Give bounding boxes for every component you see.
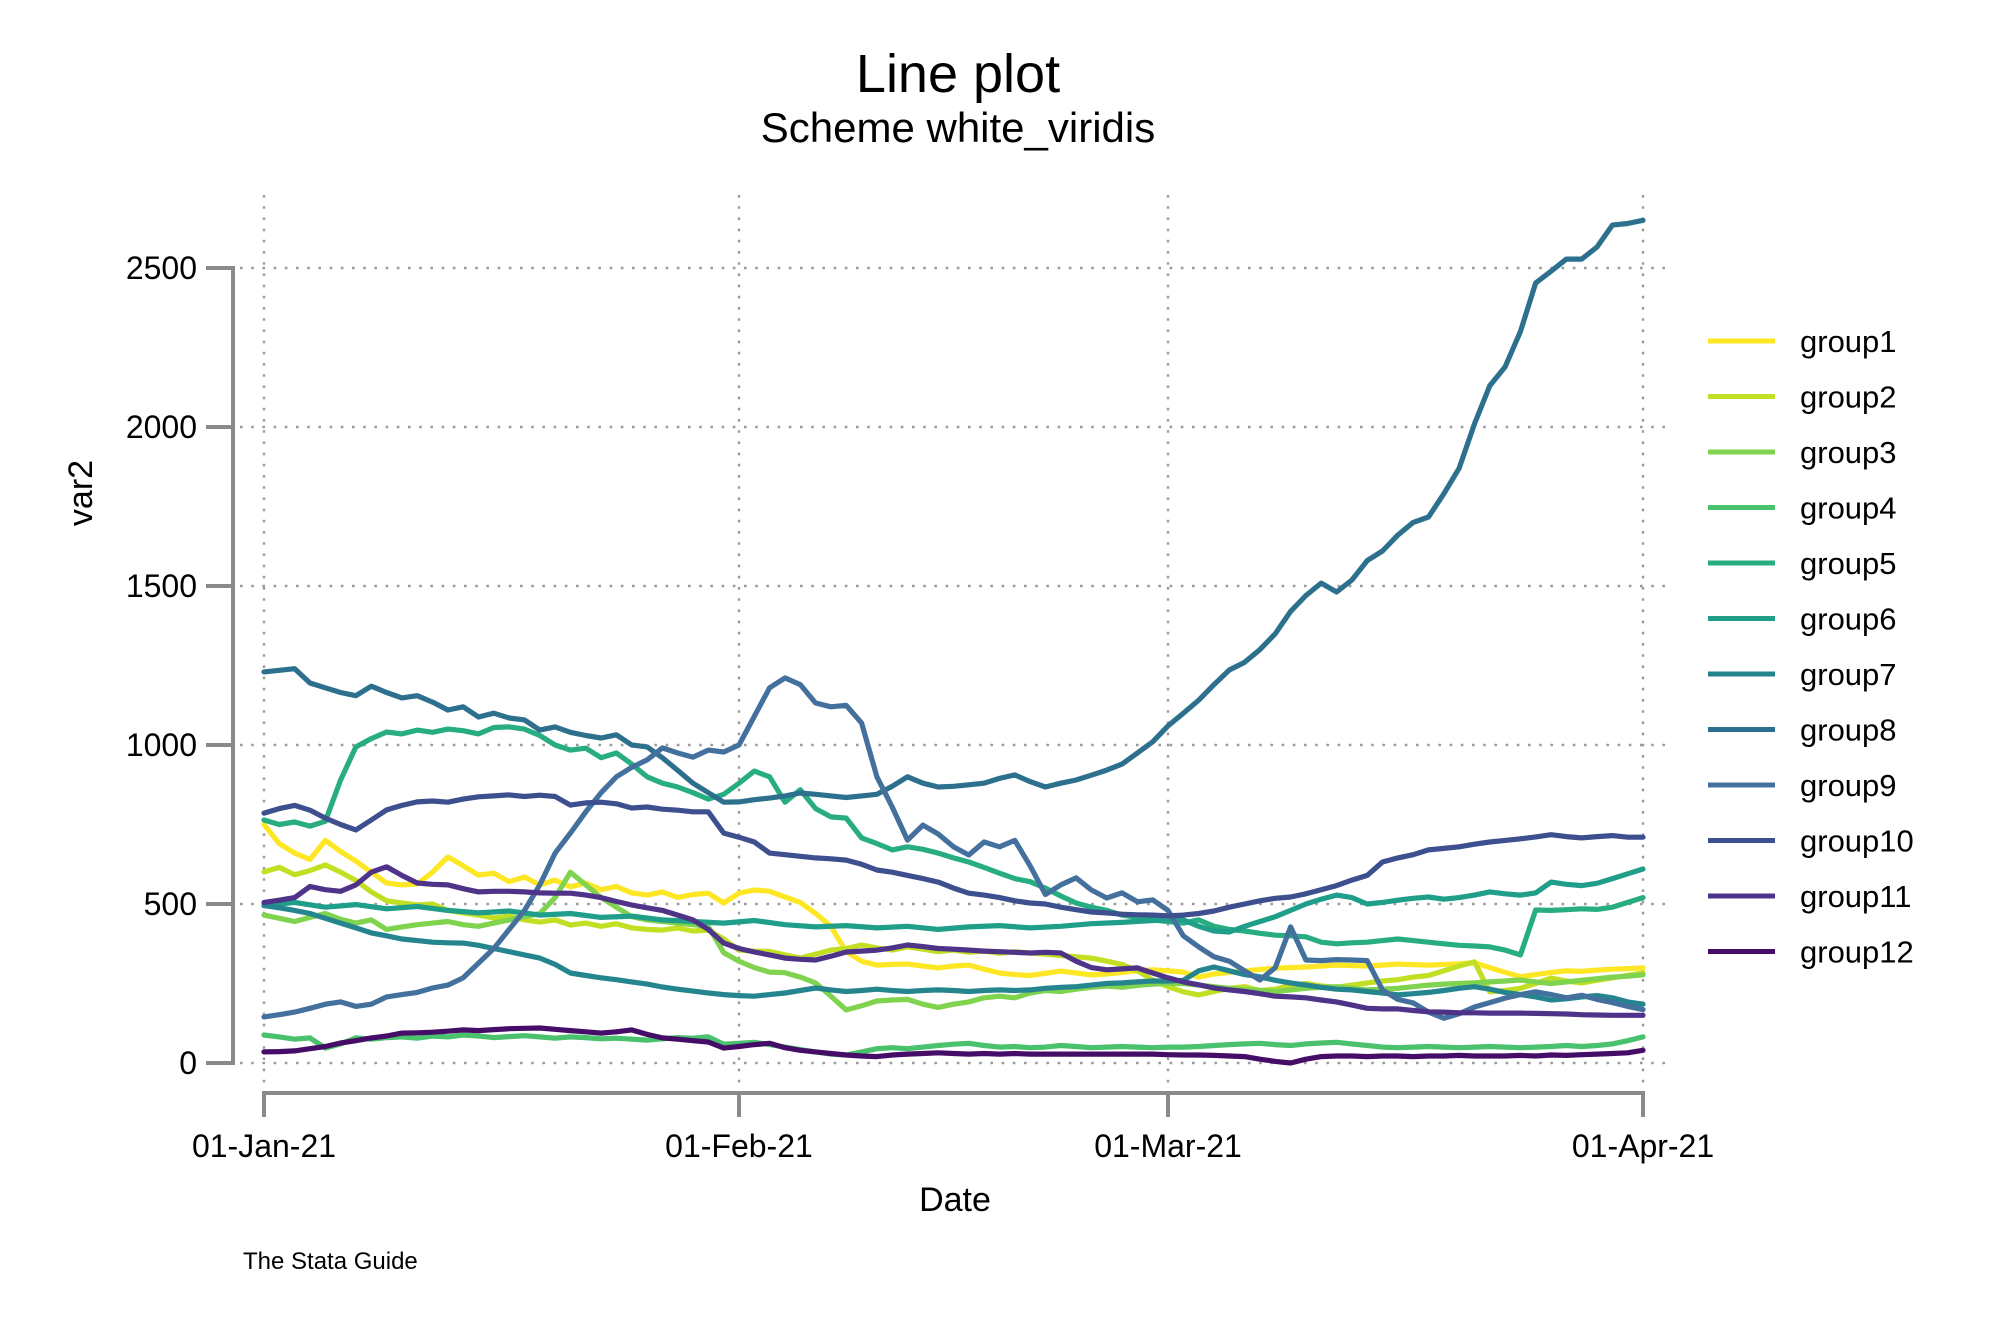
legend-label-group8: group8 bbox=[1800, 713, 1897, 748]
y-tick-label: 1500 bbox=[126, 568, 197, 604]
x-tick-label: 01-Jan-21 bbox=[192, 1128, 336, 1164]
series-group9 bbox=[261, 675, 1646, 1021]
x-axis-title: Date bbox=[919, 1181, 991, 1219]
y-tick-label: 500 bbox=[144, 886, 197, 922]
x-tick-label: 01-Feb-21 bbox=[665, 1128, 813, 1164]
series-group10 bbox=[261, 792, 1646, 919]
legend-label-group5: group5 bbox=[1800, 546, 1897, 581]
data-series bbox=[261, 217, 1646, 1066]
legend: group1 group2 group3 group4 group5 group6 grou… bbox=[1708, 324, 1914, 970]
series-group6 bbox=[261, 866, 1646, 935]
legend-label-group12: group12 bbox=[1800, 935, 1914, 970]
x-tick-label: 01-Mar-21 bbox=[1094, 1128, 1242, 1164]
legend-label-group3: group3 bbox=[1800, 435, 1897, 470]
series-group11 bbox=[261, 864, 1646, 1018]
x-tick-label: 01-Apr-21 bbox=[1572, 1128, 1714, 1164]
series-group7 bbox=[261, 902, 1646, 1007]
legend-label-group10: group10 bbox=[1800, 824, 1914, 859]
series-group12 bbox=[261, 1025, 1646, 1066]
legend-label-group2: group2 bbox=[1800, 380, 1897, 415]
series-group1 bbox=[261, 821, 1646, 980]
y-tick-label: 2000 bbox=[126, 409, 197, 445]
series-group8 bbox=[261, 217, 1646, 805]
legend-label-group4: group4 bbox=[1800, 491, 1897, 526]
chart-subtitle: Scheme white_viridis bbox=[761, 104, 1156, 151]
axes bbox=[206, 266, 1645, 1117]
y-tick-label: 1000 bbox=[126, 727, 197, 763]
caption: The Stata Guide bbox=[243, 1248, 418, 1275]
legend-label-group9: group9 bbox=[1800, 768, 1897, 803]
legend-label-group1: group1 bbox=[1800, 324, 1897, 359]
series-group3 bbox=[261, 869, 1646, 1013]
legend-label-group6: group6 bbox=[1800, 602, 1897, 637]
legend-label-group11: group11 bbox=[1800, 879, 1911, 914]
tick-labels: 0 500 1000 1500 2000 2500 01-Jan-21 01-Feb-21 01… bbox=[126, 250, 1714, 1164]
y-tick-label: 0 bbox=[179, 1045, 197, 1081]
legend-label-group7: group7 bbox=[1800, 657, 1897, 692]
chart-title: Line plot bbox=[856, 44, 1060, 104]
series-group4 bbox=[261, 1032, 1646, 1058]
y-axis-title: var2 bbox=[62, 460, 100, 526]
y-tick-label: 2500 bbox=[126, 250, 197, 286]
series-group5 bbox=[261, 724, 1646, 958]
gridlines bbox=[240, 195, 1668, 1085]
